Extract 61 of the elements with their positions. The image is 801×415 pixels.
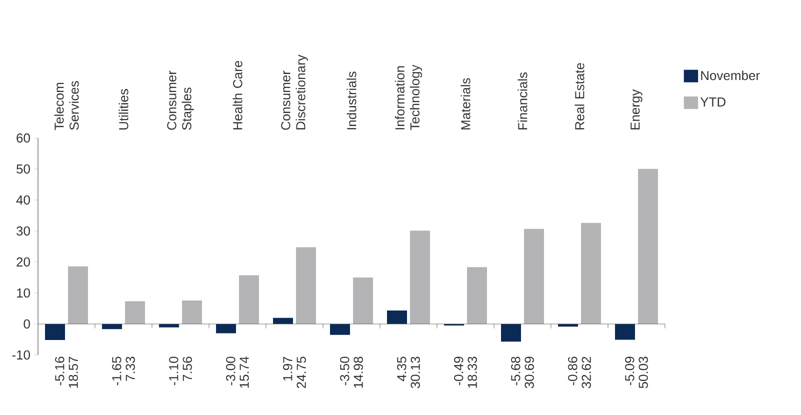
x-tick-label: Industrials — [346, 72, 356, 130]
data-label: -1.10 — [169, 356, 178, 386]
y-tick-label: 50 — [16, 164, 30, 174]
data-label: 30.69 — [524, 356, 534, 388]
bar — [68, 266, 88, 324]
data-label: 7.33 — [126, 356, 135, 381]
data-label: 50.03 — [638, 356, 648, 388]
data-label: -5.09 — [625, 356, 634, 386]
x-tick-label: Financials — [518, 72, 528, 130]
data-label: -5.16 — [55, 356, 64, 386]
data-label: 30.13 — [410, 356, 420, 388]
y-tick-label: 60 — [16, 133, 30, 143]
bar — [182, 300, 202, 324]
y-tick-label: 40 — [16, 195, 30, 205]
bar — [615, 324, 635, 340]
bar — [524, 228, 544, 324]
data-label: -3.50 — [340, 356, 350, 386]
bar — [387, 310, 408, 324]
bar — [216, 324, 236, 334]
data-label: 7.56 — [182, 356, 192, 381]
x-tick-label: Information Technology — [394, 64, 422, 130]
data-label: -5.68 — [511, 356, 520, 386]
y-tick-label: 0 — [24, 319, 30, 329]
y-tick-label: -10 — [12, 350, 30, 360]
bar — [296, 247, 316, 324]
bar — [410, 230, 430, 324]
x-tick-label: Consumer Staples — [167, 70, 194, 130]
bar — [125, 301, 146, 324]
data-label: 18.57 — [68, 356, 78, 388]
data-label: -0.86 — [568, 356, 578, 386]
data-label: 4.35 — [397, 356, 406, 382]
data-label: -0.49 — [454, 356, 464, 386]
bar — [45, 324, 66, 340]
bar — [239, 275, 260, 324]
bar — [581, 222, 601, 324]
bar — [638, 168, 658, 324]
legend-label: November — [701, 70, 760, 80]
x-tick-label: Real Estate — [574, 63, 584, 130]
x-tick-label: Materials — [460, 78, 470, 130]
data-label: 24.75 — [296, 356, 306, 388]
data-label: 1.97 — [283, 356, 292, 380]
bar — [330, 324, 350, 335]
data-label: 32.62 — [582, 356, 591, 388]
x-tick-label: Energy — [630, 89, 642, 130]
data-label: 14.98 — [354, 356, 363, 388]
x-tick-label: Utilities — [118, 89, 128, 130]
y-tick-label: 30 — [16, 226, 30, 236]
x-tick-label: Telecom Services — [54, 81, 79, 130]
legend-label: YTD — [700, 98, 726, 106]
data-label: 15.74 — [240, 356, 249, 388]
y-tick-label: 10 — [17, 288, 30, 298]
bar — [273, 318, 294, 324]
data-label: -1.65 — [112, 356, 122, 386]
data-label: 18.33 — [468, 356, 477, 388]
bar — [353, 278, 374, 324]
bar — [501, 324, 521, 342]
y-tick-label: 20 — [16, 257, 30, 267]
x-tick-label: Consumer Discretionary — [281, 54, 308, 130]
x-tick-label: Health Care — [232, 60, 242, 130]
bar — [467, 267, 487, 324]
data-label: -3.00 — [226, 356, 236, 386]
